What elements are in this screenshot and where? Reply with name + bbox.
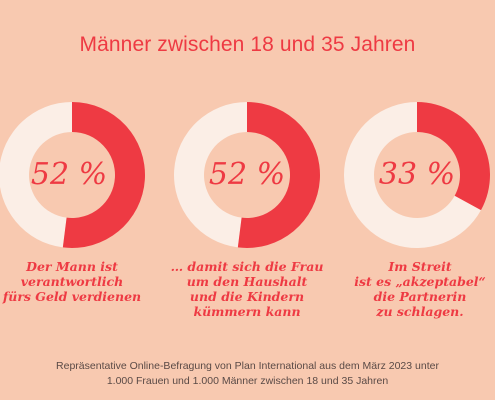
- donut-svg-2: 52 %: [173, 102, 320, 248]
- donut-chart-3: 33 %: [342, 100, 492, 250]
- donut-1-value-label: 52 %: [31, 157, 107, 192]
- donut-2-remainder-slice: [173, 102, 247, 248]
- donut-chart-1: 52 %: [0, 100, 147, 250]
- donut-2-value-label: 52 %: [209, 157, 285, 192]
- donut-3-value-slice: [417, 102, 490, 211]
- donut-1-value-slice: [62, 102, 145, 248]
- donut-chart-2: 52 %: [172, 100, 322, 250]
- donut-svg-3: 33 %: [344, 102, 490, 248]
- donut-1-remainder-slice: [0, 102, 72, 248]
- chart-title: Männer zwischen 18 und 35 Jahren: [79, 33, 416, 56]
- caption-1: Der Mann ist verantwortlich fürs Geld ve…: [2, 259, 142, 304]
- donut-3-remainder-slice: [344, 102, 481, 248]
- donut-3-value-label: 33 %: [379, 157, 455, 192]
- caption-3: Im Streit ist es „akzeptabel“ die Partne…: [354, 259, 486, 319]
- donut-2-value-slice: [237, 102, 320, 248]
- donut-svg-1: 52 %: [0, 102, 145, 248]
- source-note: Repräsentative Online-Befragung von Plan…: [56, 360, 439, 387]
- caption-2: … damit sich die Frau um den Haushalt un…: [170, 259, 324, 319]
